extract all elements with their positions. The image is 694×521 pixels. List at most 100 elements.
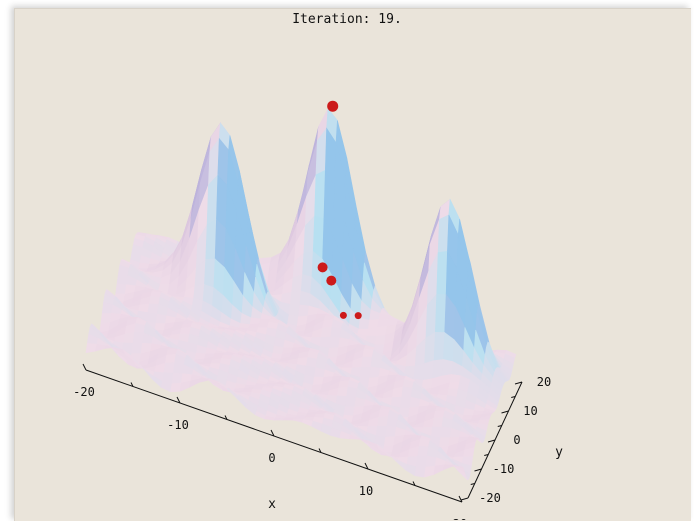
marker-point bbox=[327, 100, 339, 112]
surface-patch bbox=[148, 295, 161, 305]
surface-patch bbox=[422, 360, 435, 381]
surface-patch bbox=[298, 304, 310, 318]
surface-patch bbox=[147, 303, 160, 315]
surface-patch bbox=[383, 436, 396, 448]
x-tick bbox=[82, 363, 87, 371]
surface-patch bbox=[198, 378, 211, 383]
x-tick bbox=[130, 382, 134, 387]
surface-patch bbox=[205, 219, 217, 260]
surface-patch bbox=[375, 425, 388, 438]
surface-patch bbox=[374, 334, 387, 346]
surface-patch bbox=[272, 345, 284, 355]
marker-point bbox=[326, 275, 337, 286]
surface-patch bbox=[204, 258, 216, 289]
y-tick bbox=[470, 483, 475, 485]
y-tick bbox=[514, 381, 523, 385]
surface-patch bbox=[116, 273, 129, 286]
surface-patch bbox=[320, 326, 333, 338]
surface-patch bbox=[359, 366, 372, 379]
surface-patch bbox=[437, 214, 450, 253]
surface-patch bbox=[343, 406, 356, 417]
surface-patch bbox=[433, 331, 446, 361]
surface-patch bbox=[449, 374, 462, 383]
marker-point bbox=[354, 312, 362, 320]
surface-patch bbox=[163, 362, 176, 374]
surface-patch bbox=[296, 412, 309, 417]
surface-patch bbox=[336, 386, 349, 397]
surface-patch bbox=[346, 386, 358, 398]
y-tick bbox=[487, 439, 496, 443]
surface-patch bbox=[179, 326, 192, 335]
x-tick bbox=[224, 415, 228, 420]
surface-patch bbox=[438, 437, 451, 448]
x-tick-label: 20 bbox=[453, 517, 467, 520]
surface-patch bbox=[358, 317, 370, 330]
y-tick-label: -10 bbox=[493, 462, 515, 476]
surface-patch bbox=[434, 293, 447, 333]
x-tick-label: -20 bbox=[73, 385, 95, 399]
surface-patch bbox=[418, 438, 431, 447]
y-tick-label: 0 bbox=[513, 433, 520, 447]
surface-patch bbox=[155, 313, 168, 325]
surface-patch bbox=[132, 332, 145, 344]
x-tick bbox=[318, 448, 322, 453]
surface-patch bbox=[172, 362, 185, 374]
markers-group bbox=[317, 100, 362, 320]
surface-patch bbox=[451, 464, 465, 469]
surface-patch bbox=[299, 290, 311, 307]
surface-patch bbox=[95, 343, 107, 352]
y-tick bbox=[501, 410, 509, 414]
x-tick bbox=[458, 495, 463, 503]
surface-patch bbox=[289, 290, 302, 306]
x-tick bbox=[412, 481, 416, 486]
surface-patch bbox=[328, 336, 341, 349]
surface-patch bbox=[327, 347, 339, 358]
x-tick-label: 0 bbox=[268, 451, 275, 465]
marker-point bbox=[339, 311, 347, 319]
surface-patch bbox=[417, 445, 429, 457]
marker-point bbox=[317, 262, 328, 273]
surface-patch bbox=[425, 455, 437, 468]
surface-patch bbox=[401, 386, 413, 398]
y-tick bbox=[511, 396, 516, 398]
x-tick bbox=[176, 396, 181, 404]
surface-patch bbox=[448, 382, 460, 390]
surface-patch bbox=[170, 382, 182, 393]
surface-patch bbox=[385, 425, 397, 438]
y-axis-label: y bbox=[555, 445, 563, 460]
surface-mesh bbox=[85, 107, 517, 481]
surface-patch bbox=[123, 332, 135, 344]
y-tick bbox=[497, 425, 502, 427]
surface-patch bbox=[413, 363, 425, 381]
y-tick-label: 20 bbox=[537, 375, 551, 389]
surface-patch bbox=[344, 396, 357, 408]
surface-patch bbox=[416, 455, 428, 468]
surface-patch bbox=[115, 283, 127, 295]
surface-patch bbox=[424, 465, 436, 478]
chart-title: Iteration: 19. bbox=[292, 12, 402, 27]
surface-patch bbox=[432, 416, 444, 428]
surface-patch bbox=[414, 466, 427, 478]
x-tick bbox=[270, 429, 275, 437]
y-tick-label: -20 bbox=[479, 491, 501, 505]
surface-patch bbox=[302, 251, 314, 278]
surface-patch bbox=[362, 349, 374, 358]
surface-patch bbox=[238, 323, 251, 329]
y-tick bbox=[460, 497, 469, 501]
surface-patch bbox=[288, 304, 301, 318]
surface-patch bbox=[292, 418, 305, 423]
surface-patch bbox=[400, 396, 412, 409]
surface-patch bbox=[134, 323, 146, 334]
surface-patch bbox=[131, 342, 143, 355]
y-tick-label: 10 bbox=[523, 404, 537, 418]
surface-patch bbox=[377, 416, 389, 427]
surface-patch bbox=[440, 426, 452, 438]
surface-patch bbox=[442, 464, 455, 471]
surface-patch bbox=[171, 372, 184, 385]
x-tick-label: -10 bbox=[167, 418, 189, 432]
y-tick bbox=[484, 454, 489, 456]
x-tick-label: 10 bbox=[359, 484, 373, 498]
axes-group: -20 -10 0 10 20 x -20 -10 0 10 20 y bbox=[73, 363, 563, 520]
surface-patch bbox=[436, 250, 448, 295]
